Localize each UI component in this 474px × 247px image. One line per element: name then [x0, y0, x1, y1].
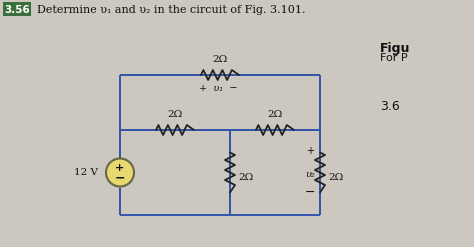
Text: +: +: [115, 163, 125, 172]
Text: Determine υ₁ and υ₂ in the circuit of Fig. 3.101.: Determine υ₁ and υ₂ in the circuit of Fi…: [37, 5, 306, 15]
FancyBboxPatch shape: [3, 2, 31, 16]
Text: +  υ₁  −: + υ₁ −: [199, 84, 237, 93]
Text: +: +: [306, 145, 314, 156]
Text: 2Ω: 2Ω: [167, 110, 182, 119]
Circle shape: [106, 159, 134, 186]
Text: 2Ω: 2Ω: [212, 55, 228, 64]
Text: υ₂: υ₂: [305, 170, 315, 179]
Text: 12 V: 12 V: [74, 168, 98, 177]
Text: 2Ω: 2Ω: [238, 173, 253, 182]
Text: 2Ω: 2Ω: [328, 173, 343, 182]
Text: −: −: [305, 186, 315, 199]
Text: Figu: Figu: [380, 42, 410, 55]
Text: 2Ω: 2Ω: [267, 110, 283, 119]
Text: 3.56: 3.56: [4, 5, 30, 15]
Text: −: −: [115, 171, 125, 184]
Text: 3.6: 3.6: [380, 100, 400, 113]
FancyBboxPatch shape: [105, 158, 135, 187]
Text: For P: For P: [380, 53, 408, 63]
